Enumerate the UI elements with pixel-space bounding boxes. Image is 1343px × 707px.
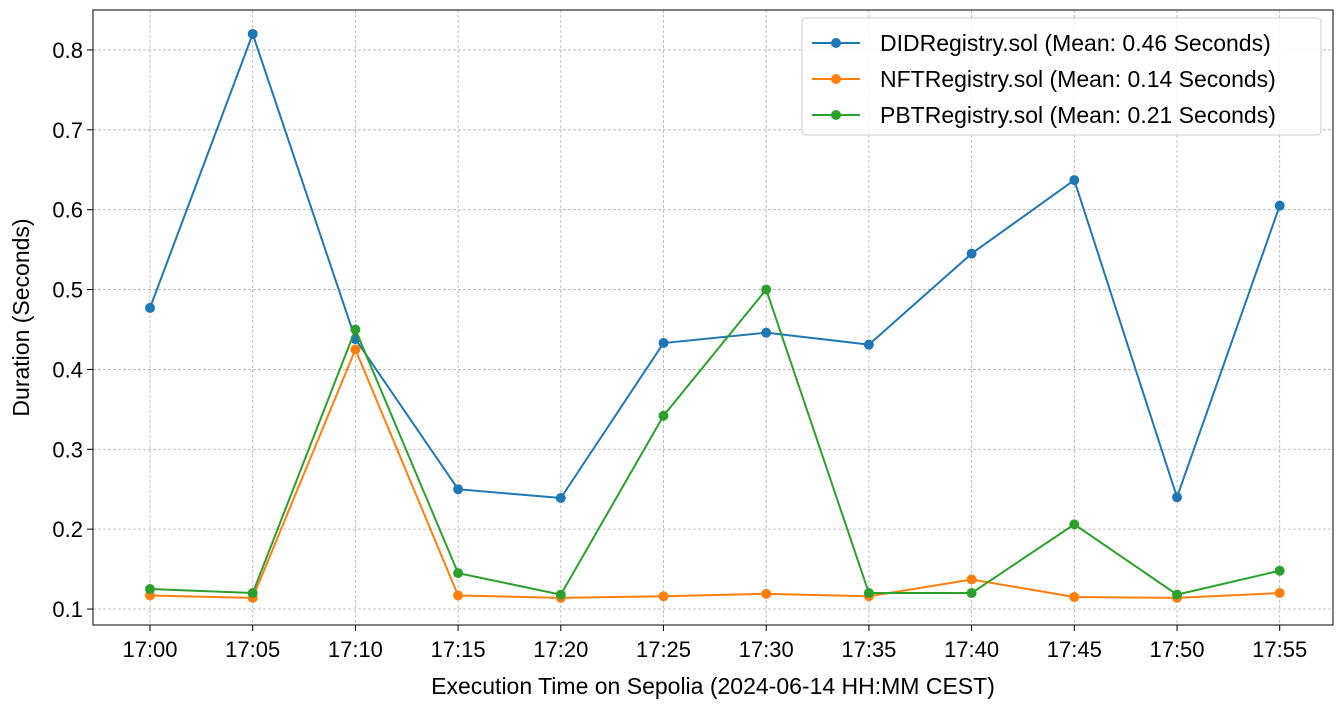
x-tick-label: 17:35 <box>841 637 896 662</box>
y-tick-label: 0.2 <box>52 517 83 542</box>
x-tick-label: 17:55 <box>1252 637 1307 662</box>
data-point <box>453 590 464 601</box>
x-tick-label: 17:30 <box>739 637 794 662</box>
data-point <box>1172 492 1182 503</box>
data-point <box>350 324 361 335</box>
legend-box <box>801 17 1322 136</box>
x-tick-label: 17:15 <box>431 637 486 662</box>
y-tick-label: 0.7 <box>52 118 83 143</box>
x-tick-label: 17:00 <box>122 637 177 662</box>
x-tick-label: 17:20 <box>533 637 588 662</box>
data-point <box>761 588 772 599</box>
data-point <box>350 344 361 355</box>
data-point <box>863 339 874 350</box>
y-tick-label: 0.6 <box>52 198 83 223</box>
legend-marker <box>831 38 841 48</box>
data-point <box>761 327 772 338</box>
data-point <box>453 568 464 579</box>
series-line <box>149 348 1280 599</box>
y-axis-label: Duration (Seconds) <box>8 218 34 416</box>
x-tick-label: 17:40 <box>944 637 999 662</box>
x-tick-label: 17:10 <box>328 637 383 662</box>
legend-marker <box>831 74 841 84</box>
data-point <box>247 28 258 39</box>
data-point <box>1069 592 1080 603</box>
series-1 <box>145 344 1285 603</box>
x-tick-label: 17:25 <box>636 637 691 662</box>
plot-frame <box>92 9 1334 626</box>
legend-item: DIDRegistry.sol (Mean: 0.46 Seconds) <box>812 30 1271 56</box>
data-point <box>761 284 772 295</box>
y-axis-ticks: 0.1 0.2 0.3 0.4 0.5 0.6 0.7 0.8 <box>52 38 93 622</box>
data-point <box>863 588 874 599</box>
data-point <box>555 589 566 600</box>
legend-label: DIDRegistry.sol (Mean: 0.46 Seconds) <box>880 30 1271 56</box>
x-tick-label: 17:50 <box>1149 637 1204 662</box>
x-axis-label: Execution Time on Sepolia (2024-06-14 HH… <box>431 673 995 699</box>
y-tick-label: 0.1 <box>52 597 83 622</box>
series-layer <box>145 28 1285 603</box>
legend-label: PBTRegistry.sol (Mean: 0.21 Seconds) <box>880 102 1276 128</box>
data-point <box>145 584 155 595</box>
data-point <box>658 591 669 602</box>
data-point <box>658 410 669 421</box>
data-point <box>1069 175 1080 186</box>
data-point <box>145 302 155 313</box>
legend-label: NFTRegistry.sol (Mean: 0.14 Seconds) <box>880 66 1276 92</box>
data-point <box>1274 565 1285 576</box>
data-point <box>1274 200 1285 211</box>
series-line <box>149 32 1281 500</box>
x-axis-ticks: 17:00 17:05 17:10 17:15 17:20 17:25 17:30 17:35… <box>122 625 1307 662</box>
data-point <box>555 493 566 504</box>
series-0 <box>145 28 1285 504</box>
y-tick-label: 0.8 <box>52 38 83 63</box>
data-point <box>966 248 977 259</box>
data-point <box>247 588 258 599</box>
legend: DIDRegistry.sol (Mean: 0.46 Seconds) NFTR… <box>801 17 1322 136</box>
data-point <box>966 574 977 585</box>
data-point <box>966 588 977 599</box>
series-line <box>149 288 1280 596</box>
data-point <box>453 484 464 495</box>
data-point <box>1274 588 1285 599</box>
series-2 <box>145 284 1285 600</box>
legend-item: PBTRegistry.sol (Mean: 0.21 Seconds) <box>812 102 1276 128</box>
y-tick-label: 0.4 <box>52 357 83 382</box>
data-point <box>1172 589 1182 600</box>
x-tick-label: 17:05 <box>225 637 280 662</box>
data-point <box>1069 519 1080 530</box>
x-tick-label: 17:45 <box>1047 637 1102 662</box>
y-tick-label: 0.5 <box>52 278 83 303</box>
y-tick-label: 0.3 <box>52 437 83 462</box>
legend-item: NFTRegistry.sol (Mean: 0.14 Seconds) <box>812 66 1276 92</box>
data-point <box>658 338 669 349</box>
legend-marker <box>831 110 841 120</box>
